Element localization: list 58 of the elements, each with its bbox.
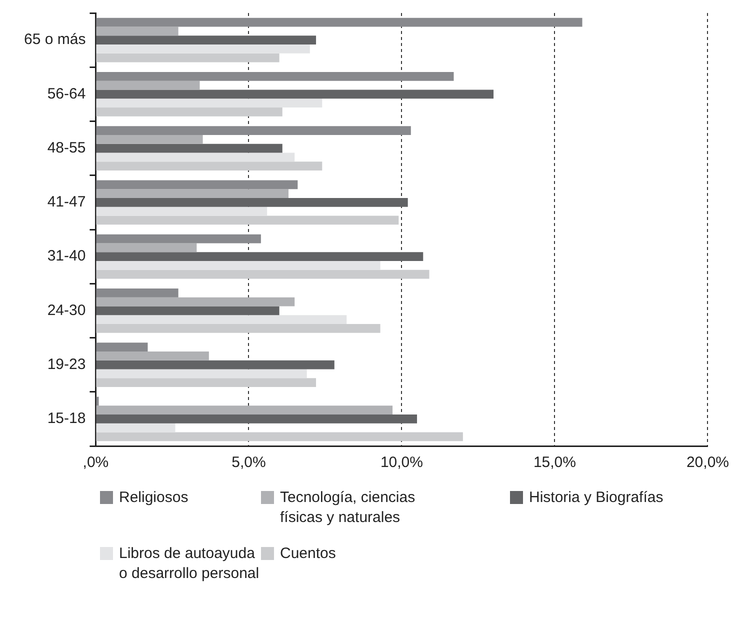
bar xyxy=(96,297,295,306)
bar xyxy=(96,198,408,207)
y-tick-label: 15-18 xyxy=(47,410,86,428)
y-tick-label: 31-40 xyxy=(47,248,86,265)
bar xyxy=(96,90,494,99)
y-tick-label: 19-23 xyxy=(47,356,86,373)
bar xyxy=(96,72,454,81)
bar xyxy=(96,243,197,252)
bar xyxy=(96,288,178,298)
legend-label: Tecnología, ciencias físicas y naturales xyxy=(280,488,416,528)
bar xyxy=(96,270,430,279)
bar xyxy=(96,396,99,406)
bar xyxy=(96,360,334,370)
bar xyxy=(96,352,209,360)
bar xyxy=(96,126,411,135)
bar xyxy=(96,206,268,216)
bar xyxy=(96,108,282,116)
x-tick-label: 20,0% xyxy=(686,454,730,472)
bar xyxy=(96,315,347,324)
bar xyxy=(96,234,261,244)
y-tick-label: 56-64 xyxy=(47,85,86,102)
bar xyxy=(96,18,582,27)
bar xyxy=(96,369,307,378)
bar xyxy=(96,144,282,153)
bar xyxy=(96,80,200,90)
bar xyxy=(96,406,393,414)
bar xyxy=(96,423,176,432)
x-tick-label: ,0% xyxy=(82,454,109,472)
bar xyxy=(96,180,298,190)
bar xyxy=(96,36,316,44)
legend-label: Historia y Biografías xyxy=(529,488,664,508)
bar xyxy=(96,135,203,144)
y-tick-label: 41-47 xyxy=(47,194,86,211)
legend-label: Libros de autoayuda o desarrollo personal xyxy=(119,544,260,584)
bar xyxy=(96,98,322,108)
legend-label: Religiosos xyxy=(119,488,188,508)
bar xyxy=(96,162,322,171)
bar xyxy=(96,152,295,162)
bar xyxy=(96,378,316,388)
x-tick-label: 5,0% xyxy=(232,454,266,472)
y-tick-label: 24-30 xyxy=(47,302,86,319)
bar xyxy=(96,342,148,352)
x-tick-label: 10,0% xyxy=(380,454,423,472)
bar xyxy=(96,26,178,36)
bar xyxy=(96,216,399,225)
bar xyxy=(96,189,288,198)
bar xyxy=(96,261,380,270)
legend-label: Cuentos xyxy=(280,544,336,564)
bar xyxy=(96,53,280,62)
bar xyxy=(96,252,424,261)
y-tick-label: 48-55 xyxy=(47,139,86,156)
bar xyxy=(96,324,380,333)
bar xyxy=(96,414,418,424)
y-tick-label: 65 o más xyxy=(24,31,86,48)
bar xyxy=(96,306,280,316)
bar xyxy=(96,432,463,442)
bar xyxy=(96,44,310,54)
x-tick-label: 15,0% xyxy=(533,454,576,472)
